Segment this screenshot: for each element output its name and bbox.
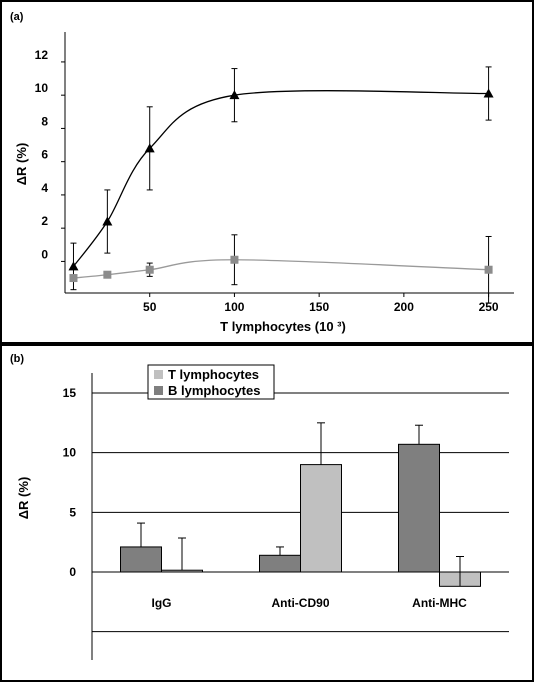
- y-axis-label: ΔR (%): [14, 143, 29, 186]
- y-axis-label: ΔR (%): [16, 477, 31, 520]
- triangle-marker: [483, 88, 494, 98]
- y-tick-label: 2: [41, 214, 48, 228]
- y-tick-label: 5: [69, 505, 76, 519]
- y-tick-label: 4: [41, 181, 48, 195]
- bar: [259, 554, 301, 573]
- y-tick-label: 15: [63, 386, 77, 400]
- triangle-marker: [102, 216, 113, 226]
- series-line-0: [72, 90, 489, 267]
- bar: [161, 569, 203, 573]
- category-label: Anti-CD90: [271, 596, 329, 610]
- panel-b: (b) ΔR (%) 15 10 5 0 IgG Anti-CD90 Anti-MHC T…: [0, 344, 534, 682]
- legend-box: [147, 364, 275, 400]
- triangle-marker: [144, 143, 155, 153]
- bar: [398, 443, 440, 573]
- series-line-1: [73, 259, 489, 279]
- bar: [300, 464, 342, 573]
- x-tick-label: 100: [224, 300, 244, 314]
- y-tick-label: 10: [35, 81, 49, 95]
- legend-swatch-t: [154, 370, 163, 379]
- bar: [120, 546, 162, 573]
- x-tick-label: 250: [479, 300, 499, 314]
- x-axis-label: T lymphocytes (10 ³): [220, 319, 346, 334]
- square-marker: [484, 265, 493, 274]
- square-marker: [145, 265, 154, 274]
- x-tick-label: 200: [394, 300, 414, 314]
- triangle-marker: [229, 90, 240, 100]
- y-tick-label: 0: [41, 247, 48, 261]
- x-tick-label: 50: [143, 300, 157, 314]
- y-tick-label: 12: [35, 48, 49, 62]
- category-label: IgG: [152, 596, 172, 610]
- y-tick-label: 0: [69, 565, 76, 579]
- panel-a: (a) ΔR (%) T lymphocytes (10 ³) 50 100 150…: [0, 0, 534, 344]
- legend: T lymphocytes B lymphocytes: [147, 364, 275, 400]
- bar-chart: (b) ΔR (%) 15 10 5 0 IgG Anti-CD90 Anti-MHC T…: [10, 353, 509, 660]
- legend-label-t: T lymphocytes: [168, 367, 259, 382]
- y-tick-label: 8: [41, 114, 48, 128]
- y-tick-label: 10: [63, 446, 77, 460]
- legend-swatch-b: [154, 386, 163, 395]
- category-label: Anti-MHC: [412, 596, 467, 610]
- x-tick-label: 150: [309, 300, 329, 314]
- panel-label: (a): [10, 11, 24, 23]
- square-marker: [230, 255, 239, 264]
- panel-label: (b): [10, 353, 24, 365]
- legend-label-b: B lymphocytes: [168, 383, 260, 398]
- y-tick-label: 6: [41, 148, 48, 162]
- line-chart: (a) ΔR (%) T lymphocytes (10 ³) 50 100 150…: [10, 11, 514, 334]
- triangle-marker: [68, 261, 79, 271]
- square-marker: [103, 270, 112, 279]
- square-marker: [69, 274, 78, 283]
